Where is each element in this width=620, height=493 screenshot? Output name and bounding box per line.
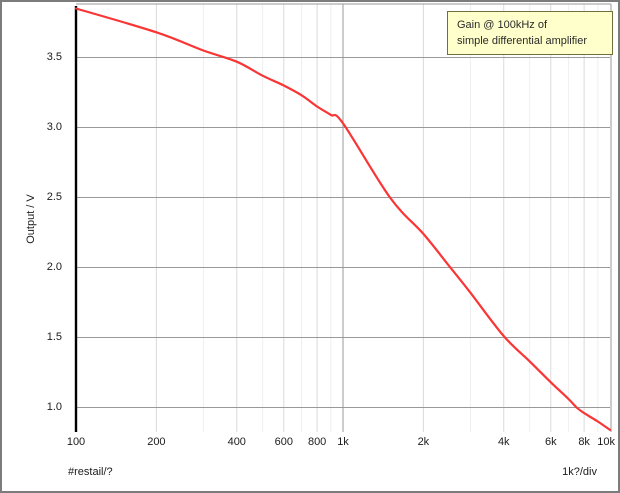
x-tick-label-100: 100 xyxy=(66,436,86,448)
x-axis-annotation-left: #restail/? xyxy=(68,466,113,478)
x-tick-label-800: 800 xyxy=(307,436,327,448)
legend-line-2: simple differential amplifier xyxy=(457,35,588,47)
x-tick-label-4k: 4k xyxy=(497,436,510,448)
curve-output-vs-rtail xyxy=(74,7,612,431)
x-tick-label-400: 400 xyxy=(227,436,246,448)
y-tick-label-2.0: 2.0 xyxy=(46,261,62,274)
y-tick-label-3.5: 3.5 xyxy=(46,51,62,64)
x-tick-label-6k: 6k xyxy=(544,436,557,448)
x-tick-label-10k: 10k xyxy=(597,436,615,448)
x-tick-label-600: 600 xyxy=(274,436,293,448)
y-tick-label-1.0: 1.0 xyxy=(46,401,62,414)
y-tick-label-3.0: 3.0 xyxy=(46,121,62,134)
x-tick-label-8k: 8k xyxy=(578,436,590,448)
legend-box: Gain @ 100kHz of simple differential amp… xyxy=(447,11,613,55)
y-tick-label-2.5: 2.5 xyxy=(46,191,62,204)
x-tick-label-2k: 2k xyxy=(417,436,430,448)
x-tick-label-1k: 1k xyxy=(337,436,349,448)
legend-line-1: Gain @ 100kHz of xyxy=(457,19,548,31)
y-tick-label-1.5: 1.5 xyxy=(46,331,62,344)
x-tick-label-200: 200 xyxy=(147,436,166,448)
x-axis-annotation-right: 1k?/div xyxy=(562,466,597,478)
